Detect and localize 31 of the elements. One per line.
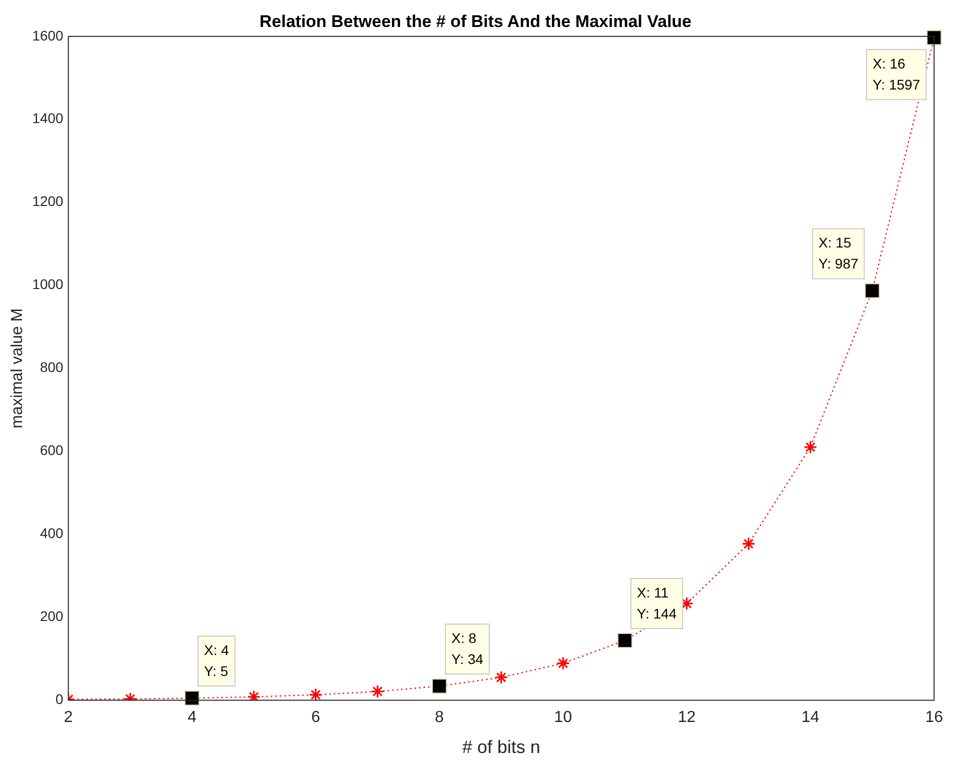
point (494, 670, 508, 684)
point (308, 688, 323, 700)
y-tick-label: 600 (40, 442, 64, 458)
point (742, 536, 756, 551)
annotation: X: 8 Y: 34 (451, 630, 484, 667)
annotation: X: 16 Y: 1597 (872, 56, 920, 93)
y-tick-label: 800 (40, 359, 64, 376)
annotation: X: 11 Y: 144 (636, 584, 677, 622)
point (556, 656, 570, 670)
y-tick-label: 1600 (32, 27, 64, 44)
y-tick-label: 1400 (32, 110, 64, 126)
y-tick-label: 400 (40, 525, 64, 542)
point (370, 684, 384, 698)
x-tick-label: 2 (64, 709, 73, 726)
chart-title: Relation Between the # of Bits And the Maximal Value (259, 12, 692, 31)
annotation: X: 15 Y: 987 (818, 234, 858, 272)
y-axis-title: maximal value M (9, 308, 26, 428)
y-tick-label: 200 (40, 608, 64, 624)
x-tick-label: 10 (554, 709, 572, 726)
y-tick-label: 1200 (32, 193, 64, 210)
x-axis-title: # of bits n (462, 737, 540, 758)
x-tick-label: 6 (311, 709, 320, 726)
point (804, 440, 818, 454)
annotation: X: 4 Y: 5 (204, 642, 230, 679)
x-tick-label: 8 (434, 709, 444, 726)
x-tick-label: 4 (188, 709, 197, 726)
x-tick-label: 16 (925, 709, 944, 726)
x-tick-label: 14 (802, 709, 820, 726)
y-tick-label: 1000 (32, 276, 64, 292)
y-tick-label: 0 (56, 691, 64, 708)
x-tick-label: 12 (678, 709, 696, 726)
